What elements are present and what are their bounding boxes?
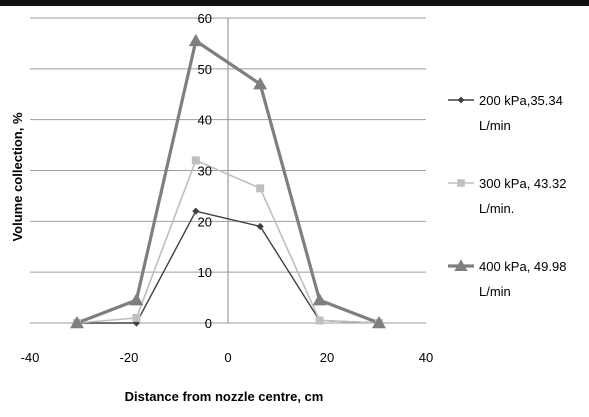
data-point [188, 33, 203, 47]
top-dark-bar [0, 0, 589, 6]
data-point [312, 293, 327, 306]
y-tick-label: 60 [198, 11, 212, 26]
x-tick-label: 20 [320, 350, 334, 365]
x-axis-title: Distance from nozzle centre, cm [125, 389, 324, 404]
x-tick-label: 0 [224, 350, 231, 365]
data-point [253, 77, 268, 90]
legend: 200 kPa,35.34 L/min 300 kPa, 43.32 L/min. 40… [448, 93, 566, 299]
x-tick-label: 40 [419, 350, 433, 365]
legend-label: L/min. [479, 201, 514, 216]
data-point [192, 207, 200, 215]
tick-layer: 0 10 20 30 40 50 60 -40 -20 0 20 40 [21, 11, 434, 365]
legend-marker [457, 179, 465, 187]
x-tick-label: -20 [120, 350, 139, 365]
series-layer [76, 39, 380, 325]
data-point [256, 222, 264, 231]
x-tick-label: -40 [21, 350, 40, 365]
series-line [76, 39, 380, 325]
legend-marker [454, 259, 468, 271]
y-tick-label: 10 [198, 265, 212, 280]
series-line [76, 159, 380, 324]
y-tick-label: 40 [198, 113, 212, 128]
data-point [371, 316, 386, 329]
y-tick-label: 50 [198, 62, 212, 77]
data-point [70, 316, 85, 329]
data-point [256, 184, 265, 193]
legend-label: L/min [479, 284, 511, 299]
legend-marker [457, 96, 465, 104]
data-point [132, 313, 141, 322]
legend-label: 300 kPa, 43.32 [479, 176, 566, 191]
legend-label: 200 kPa,35.34 [479, 93, 563, 108]
legend-label: 400 kPa, 49.98 [479, 259, 566, 274]
marker-layer [70, 33, 386, 329]
y-tick-label: 0 [205, 316, 212, 331]
data-point [315, 316, 324, 325]
y-tick-label: 20 [198, 214, 212, 229]
data-point [191, 156, 200, 165]
data-point [129, 293, 144, 306]
y-tick-label: 30 [198, 164, 212, 179]
y-axis-title: Volume collection, % [10, 112, 25, 242]
legend-label: L/min [479, 118, 511, 133]
